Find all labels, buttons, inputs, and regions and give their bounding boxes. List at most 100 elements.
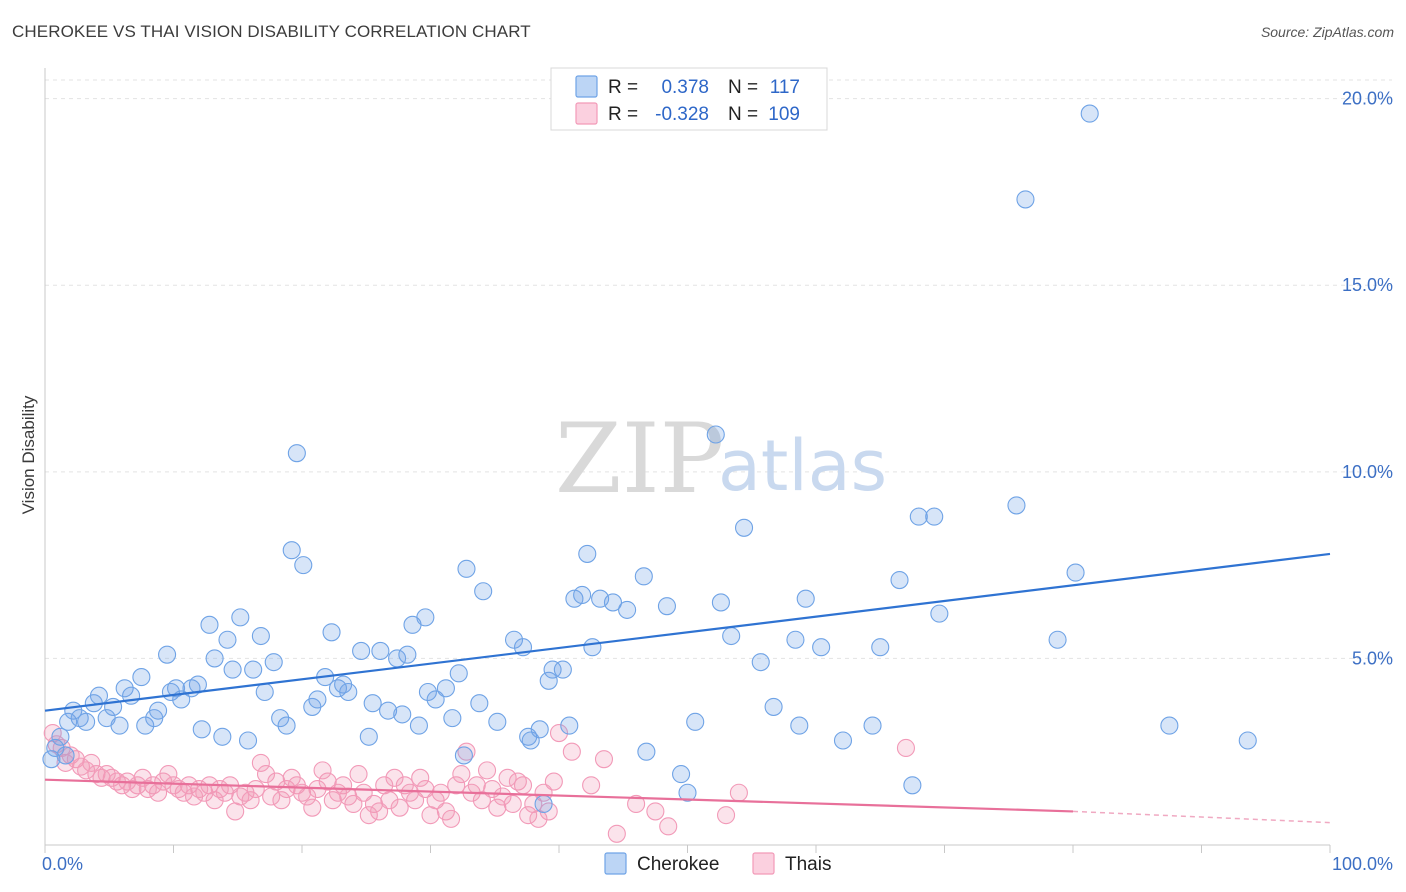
point-cherokee-86 <box>618 600 637 619</box>
point-cherokee-49 <box>352 641 371 661</box>
source-label: Source: ZipAtlas.com <box>1260 24 1394 40</box>
point-thais-93 <box>519 806 538 825</box>
point-cherokee-50 <box>359 727 378 746</box>
point-cherokee-91 <box>678 783 697 802</box>
point-cherokee-16 <box>136 716 155 735</box>
point-thais-107 <box>716 806 736 825</box>
point-cherokee-116 <box>1160 716 1179 735</box>
y-tick-label-0: 5.0% <box>1352 648 1393 668</box>
legend-n-label-thais: N = <box>728 104 758 125</box>
point-cherokee-27 <box>205 649 224 668</box>
point-cherokee-111 <box>1007 496 1026 515</box>
point-cherokee-28 <box>213 727 232 746</box>
x-tick-label-0: 0.0% <box>42 854 83 874</box>
point-cherokee-101 <box>796 589 815 608</box>
legend-n-value-cherokee: 117 <box>770 77 800 98</box>
point-cherokee-30 <box>223 660 242 679</box>
point-cherokee-53 <box>379 701 398 720</box>
point-cherokee-61 <box>426 690 445 709</box>
point-thais-42 <box>256 765 276 784</box>
point-thais-84 <box>472 791 491 810</box>
point-thais-99 <box>549 723 569 743</box>
point-cherokee-9 <box>89 686 109 705</box>
point-cherokee-21 <box>167 679 186 698</box>
point-thais-46 <box>277 779 296 799</box>
point-cherokee-90 <box>672 765 691 784</box>
point-thais-45 <box>272 791 291 810</box>
point-thais-41 <box>251 753 270 772</box>
chart-title: CHEROKEE VS THAI VISION DISABILITY CORRE… <box>12 22 531 41</box>
legend-n-label-cherokee: N = <box>728 77 758 98</box>
point-cherokee-25 <box>192 720 211 739</box>
point-cherokee-32 <box>238 731 258 750</box>
point-thais-66 <box>380 791 399 810</box>
point-thais-67 <box>385 768 404 787</box>
y-tick-label-1: 10.0% <box>1342 462 1393 482</box>
point-cherokee-43 <box>308 690 327 709</box>
trend-line-cherokee <box>44 552 1331 712</box>
point-thais-54 <box>318 772 337 791</box>
point-thais-106 <box>659 817 678 836</box>
point-cherokee-18 <box>149 701 168 720</box>
point-cherokee-56 <box>398 645 417 664</box>
point-cherokee-62 <box>436 679 455 698</box>
point-cherokee-36 <box>264 653 283 672</box>
point-cherokee-78 <box>553 660 572 679</box>
point-thais-80 <box>452 765 471 784</box>
point-thais-64 <box>370 802 389 821</box>
point-cherokee-110 <box>930 604 949 623</box>
point-cherokee-114 <box>1066 563 1085 582</box>
point-cherokee-108 <box>909 507 928 526</box>
point-cherokee-31 <box>231 608 250 627</box>
point-cherokee-64 <box>449 664 468 683</box>
point-thais-104 <box>627 794 646 814</box>
point-cherokee-26 <box>200 615 219 634</box>
point-thais-62 <box>359 806 378 825</box>
point-thais-102 <box>594 750 614 769</box>
point-thais-8 <box>82 753 101 772</box>
point-cherokee-77 <box>543 660 562 679</box>
point-cherokee-85 <box>603 593 623 612</box>
legend-r-value-thais: -0.328 <box>655 104 709 125</box>
point-cherokee-58 <box>409 716 428 735</box>
point-thais-78 <box>442 809 461 828</box>
point-cherokee-83 <box>583 638 602 657</box>
legend-bottom-swatch-cherokee <box>604 852 627 875</box>
legend-bottom-label-cherokee: Cherokee <box>637 854 719 875</box>
point-cherokee-100 <box>790 716 809 735</box>
point-cherokee-65 <box>454 746 473 765</box>
point-cherokee-1 <box>46 738 65 758</box>
point-cherokee-40 <box>287 444 306 463</box>
trend-line-thais-extension <box>1072 810 1331 824</box>
point-cherokee-87 <box>634 567 653 586</box>
point-thais-79 <box>447 776 466 795</box>
point-cherokee-48 <box>339 682 358 702</box>
point-cherokee-35 <box>255 682 274 702</box>
watermark: ZIP atlas <box>555 403 887 515</box>
point-cherokee-89 <box>657 597 676 616</box>
point-cherokee-59 <box>416 608 435 627</box>
point-cherokee-96 <box>734 518 754 537</box>
point-thais-89 <box>498 768 517 787</box>
point-thais-88 <box>493 787 512 806</box>
axes <box>44 68 1331 853</box>
point-thais-100 <box>562 742 581 761</box>
point-cherokee-3 <box>56 746 75 765</box>
point-thais-85 <box>477 761 497 780</box>
point-thais-40 <box>246 779 265 799</box>
legend-bottom: Cherokee Thais <box>604 852 831 875</box>
point-thais-32 <box>205 791 224 810</box>
point-thais-73 <box>416 779 435 799</box>
point-cherokee-75 <box>534 794 553 814</box>
point-thais-105 <box>646 802 665 821</box>
point-cherokee-37 <box>271 709 290 728</box>
point-cherokee-41 <box>294 556 313 575</box>
point-cherokee-7 <box>77 712 96 731</box>
point-thais-108 <box>729 783 748 802</box>
legend-bottom-label-thais: Thais <box>785 854 831 875</box>
point-cherokee-93 <box>706 425 725 444</box>
y-tick-label-3: 20.0% <box>1342 89 1393 109</box>
point-cherokee-79 <box>560 716 579 735</box>
x-tick-label-1: 100.0% <box>1332 854 1393 874</box>
point-thais-53 <box>313 761 332 780</box>
